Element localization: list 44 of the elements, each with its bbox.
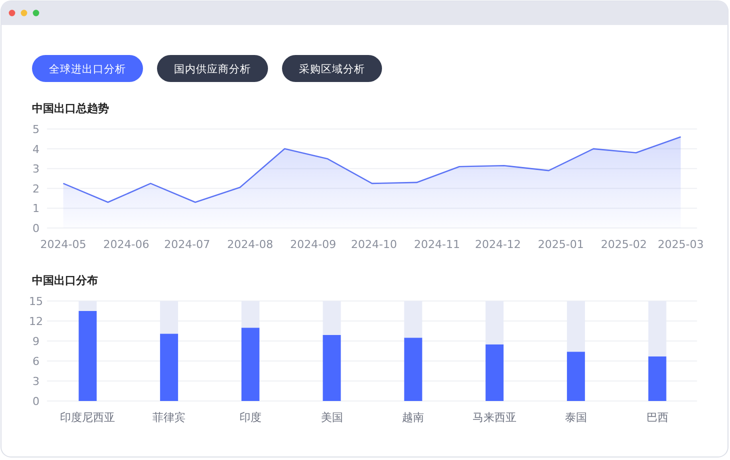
x-tick-label: 2024-05 bbox=[40, 238, 86, 251]
x-tick-label: 2024-12 bbox=[474, 238, 521, 251]
x-tick-label: 2024-06 bbox=[103, 238, 150, 251]
x-tick-label: 2024-11 bbox=[414, 238, 460, 251]
y-tick-label: 12 bbox=[29, 315, 43, 328]
x-tick-label: 2024-09 bbox=[290, 238, 336, 251]
bar bbox=[486, 344, 504, 401]
x-tick-label: 2025-02 bbox=[600, 238, 647, 251]
y-tick-label: 9 bbox=[32, 335, 40, 348]
y-tick-label: 1 bbox=[32, 202, 40, 216]
x-tick-label: 2024-10 bbox=[351, 238, 398, 251]
x-tick-label: 2025-03 bbox=[658, 238, 704, 251]
bar bbox=[241, 328, 260, 401]
y-tick-label: 3 bbox=[32, 162, 40, 176]
x-tick-label: 2024-08 bbox=[227, 238, 274, 251]
x-tick-label: 泰国 bbox=[564, 411, 587, 424]
bar bbox=[322, 335, 341, 401]
bar bbox=[78, 311, 97, 401]
y-tick-label: 15 bbox=[29, 295, 43, 308]
y-tick-label: 5 bbox=[32, 123, 40, 136]
x-tick-label: 马来西亚 bbox=[472, 411, 517, 424]
x-tick-label: 印度 bbox=[239, 411, 262, 424]
text: 采购区域分析 bbox=[299, 62, 365, 76]
bar bbox=[404, 338, 422, 401]
x-tick-label: 巴西 bbox=[646, 411, 668, 424]
x-tick-label: 菲律宾 bbox=[152, 411, 186, 424]
y-tick-label: 6 bbox=[32, 355, 40, 368]
x-tick-label: 美国 bbox=[320, 411, 343, 424]
text: 全球进出口分析 bbox=[49, 62, 126, 76]
bar bbox=[566, 352, 585, 401]
y-tick-label: 3 bbox=[32, 375, 40, 388]
y-tick-label: 4 bbox=[32, 142, 40, 156]
x-tick-label: 越南 bbox=[402, 411, 424, 424]
bar bbox=[648, 356, 666, 401]
x-tick-label: 2024-07 bbox=[164, 238, 210, 251]
y-tick-label: 0 bbox=[32, 222, 40, 235]
x-tick-label: 印度尼西亚 bbox=[60, 411, 116, 424]
y-tick-label: 0 bbox=[32, 395, 40, 408]
chart-title: 中国出口分布 bbox=[32, 274, 98, 287]
y-tick-label: 2 bbox=[32, 182, 40, 196]
x-tick-label: 2025-01 bbox=[538, 238, 584, 251]
chart-title: 中国出口总趋势 bbox=[32, 102, 109, 115]
text: 国内供应商分析 bbox=[174, 62, 251, 76]
bar bbox=[160, 334, 178, 401]
